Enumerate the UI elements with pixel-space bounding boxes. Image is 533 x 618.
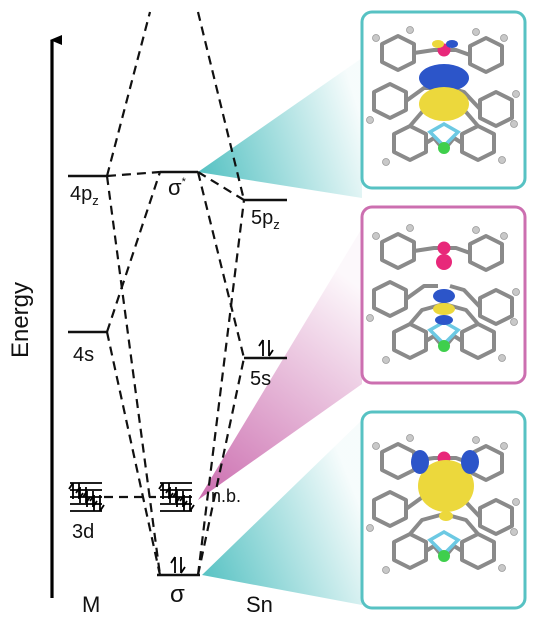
m-4pz-label: 4pz [70, 183, 99, 208]
sigma-bond-label: σ [170, 581, 185, 608]
sigma-star-orbital-panel [360, 10, 527, 190]
yellow-lobe [433, 303, 455, 315]
blue-lobe [419, 64, 469, 92]
nonbonding-label: n.b. [211, 486, 241, 506]
m-3d-label: 3d [72, 521, 94, 543]
sigma-star-connector [198, 58, 362, 198]
nonbonding-orbital-panel [360, 205, 527, 385]
blue-lobe [411, 450, 429, 474]
energy-axis-label: Energy [7, 282, 34, 358]
correlation-lines [104, 11, 246, 576]
sigma-star-label: σ* [168, 175, 187, 200]
nonbonding-levels [159, 483, 194, 511]
sn-5s-label: 5s [250, 368, 271, 390]
sn-5pz-label: 5pz [251, 207, 280, 232]
tin-column-label: Sn [246, 592, 273, 617]
sigma-orbital-panel [360, 410, 527, 610]
nonbonding-connector [198, 228, 362, 500]
m-4s-label: 4s [73, 344, 94, 366]
yellow-lobe [419, 87, 469, 121]
yellow-lobe [418, 460, 474, 512]
sn-5s-electron-pair [258, 339, 274, 357]
sigma-connector [202, 420, 362, 605]
m-3d-levels [69, 483, 104, 511]
blue-lobe [433, 289, 455, 303]
metal-column-label: M [82, 592, 100, 617]
sigma-electron-pair [170, 556, 186, 574]
